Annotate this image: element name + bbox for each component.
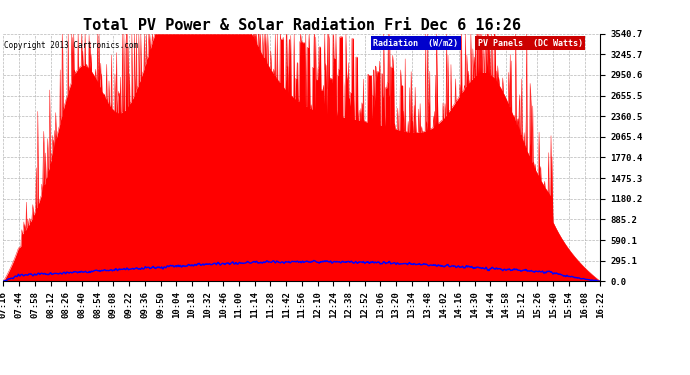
Text: Copyright 2013 Cartronics.com: Copyright 2013 Cartronics.com xyxy=(4,41,138,50)
Text: PV Panels  (DC Watts): PV Panels (DC Watts) xyxy=(478,39,583,48)
Title: Total PV Power & Solar Radiation Fri Dec 6 16:26: Total PV Power & Solar Radiation Fri Dec… xyxy=(83,18,521,33)
Text: Radiation  (W/m2): Radiation (W/m2) xyxy=(373,39,458,48)
